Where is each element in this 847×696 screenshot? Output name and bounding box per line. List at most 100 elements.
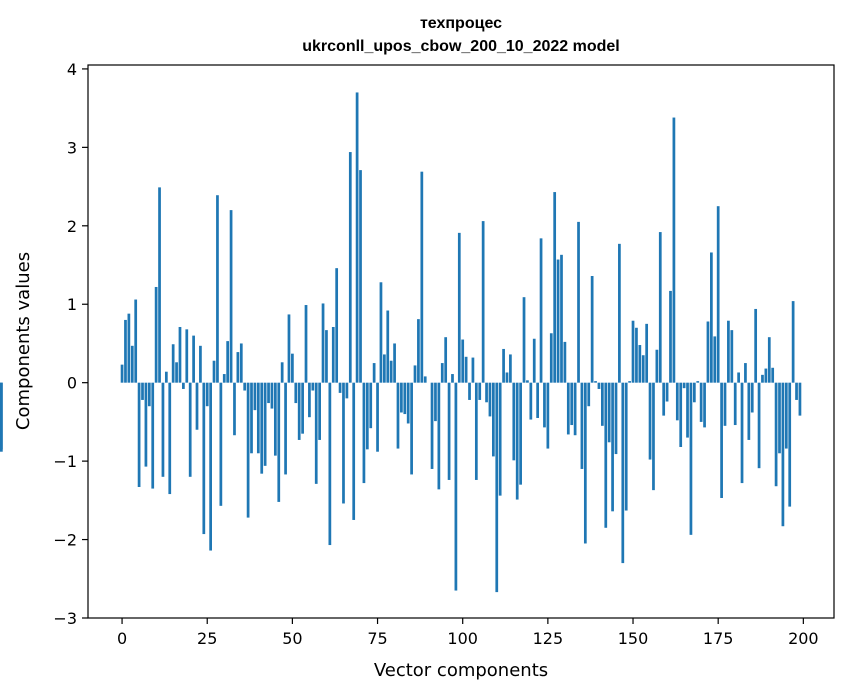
bar (403, 382, 407, 415)
bar (754, 308, 758, 383)
bar (556, 259, 560, 383)
bar (750, 382, 754, 413)
y-axis-label: Components values (13, 252, 34, 430)
bar (481, 221, 485, 383)
bar (348, 152, 352, 383)
bar (539, 238, 543, 383)
bar (253, 382, 257, 411)
bar (202, 382, 206, 535)
bar (147, 382, 151, 407)
bar (658, 232, 662, 383)
bar (301, 382, 304, 434)
bar (566, 382, 570, 435)
bar (580, 382, 584, 469)
y-tick-label: −3 (53, 609, 77, 628)
bar (168, 382, 172, 495)
bar (757, 382, 761, 469)
x-tick-label: 0 (117, 629, 127, 648)
bar (774, 382, 778, 487)
bar (246, 382, 250, 518)
bars-group (0, 92, 802, 593)
bar (345, 382, 349, 399)
bar (372, 363, 376, 383)
bar (532, 338, 536, 383)
y-tick-label: −2 (53, 531, 77, 550)
bar (594, 381, 597, 383)
x-axis: 0 25 50 75 100 125 150 175 200 (117, 618, 819, 648)
bar (440, 363, 444, 383)
x-tick-label: 75 (367, 629, 387, 648)
bar (549, 333, 553, 383)
bar (158, 187, 161, 383)
bar (492, 382, 495, 457)
bar (382, 354, 386, 383)
bar (784, 382, 788, 449)
bar (195, 382, 199, 430)
bar (474, 382, 478, 480)
bar (570, 382, 574, 426)
bar (270, 382, 274, 409)
bar (631, 320, 635, 383)
bar (744, 363, 747, 383)
bar (297, 382, 301, 440)
bar (468, 382, 471, 400)
bar (420, 171, 424, 383)
bar (182, 382, 185, 389)
bar (795, 382, 798, 400)
bar (703, 382, 706, 428)
bar (607, 382, 611, 443)
bar (560, 254, 563, 383)
bar (413, 365, 417, 383)
bar (284, 382, 287, 475)
bar (543, 382, 546, 428)
bar (386, 310, 390, 383)
bar (291, 353, 294, 383)
bar (590, 276, 594, 383)
bar (529, 382, 533, 420)
y-tick-label: 0 (67, 374, 77, 393)
bar (144, 382, 148, 467)
bar (563, 341, 567, 383)
bar (229, 210, 233, 383)
bar (628, 381, 631, 383)
y-tick-label: −1 (53, 452, 77, 471)
bar (502, 348, 505, 383)
bar (154, 286, 158, 383)
bar (342, 382, 345, 504)
bar (260, 382, 264, 474)
bar (406, 382, 410, 424)
bar (699, 382, 703, 422)
bar (764, 368, 768, 383)
x-tick-label: 50 (282, 629, 302, 648)
bar (713, 336, 717, 383)
bar (120, 364, 124, 383)
bar (389, 360, 393, 383)
y-axis: −3 −2 −1 0 1 2 3 4 (53, 60, 88, 628)
bar (692, 382, 696, 403)
bar (737, 372, 740, 383)
bar (454, 382, 458, 591)
bar (597, 382, 601, 389)
bar (161, 382, 165, 477)
bar (216, 195, 219, 383)
bar (151, 382, 155, 489)
bar (641, 355, 645, 383)
bar (761, 374, 764, 383)
bar (526, 380, 529, 383)
bar (359, 170, 362, 383)
bar (430, 382, 434, 469)
bar (515, 382, 519, 500)
bar (219, 382, 223, 506)
bar (369, 382, 373, 429)
chart-title: техпроцес (420, 15, 502, 32)
bar (250, 382, 253, 454)
x-tick-label: 150 (618, 629, 649, 648)
bar (188, 382, 192, 477)
bar (621, 382, 625, 564)
bar (505, 372, 509, 383)
bar (720, 382, 723, 498)
bar (130, 345, 134, 383)
bar (471, 357, 475, 383)
